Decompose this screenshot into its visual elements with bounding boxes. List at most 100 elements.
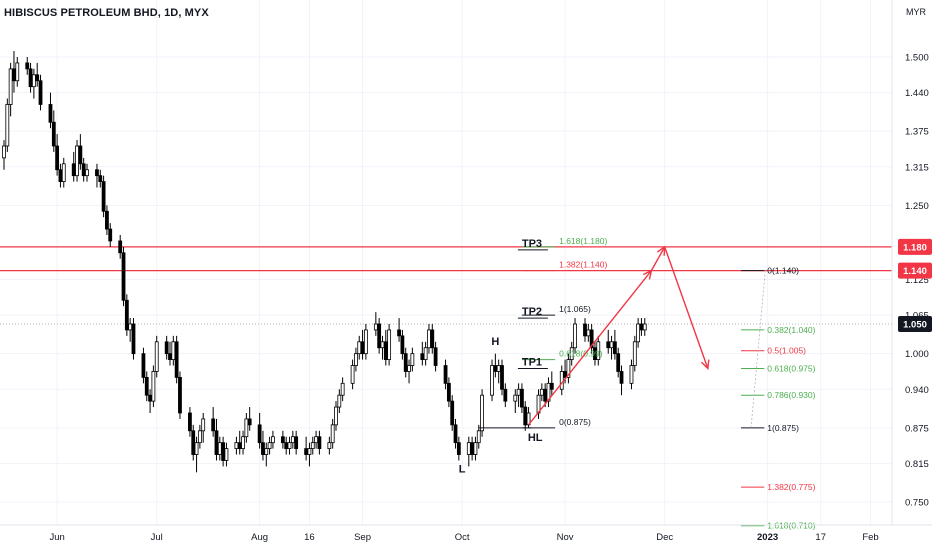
candle-body [15,62,20,82]
candle [108,223,113,247]
candle-body [12,68,16,82]
candle [566,353,571,384]
time-tick-label: Dec [656,532,673,543]
candle-body [174,341,179,378]
candle-body [589,329,594,349]
candle-body [257,424,262,444]
resistance-price-label: 1.180 [903,242,927,253]
candle [211,407,216,437]
candle [397,318,401,342]
candle [500,359,504,396]
fib-left-label: 0.618(0.99) [559,349,603,359]
candle-body [201,418,206,432]
candle [317,430,322,455]
fib-right-label: 0.5(1.005) [767,346,806,356]
candle-body [224,448,229,461]
candle-body [354,353,358,366]
candle-body [340,382,345,396]
axis-layer: 1.5001.4401.3751.3151.2501.1251.0651.000… [0,0,932,543]
candle-body [612,341,617,355]
candle-body [55,145,60,171]
candle-body [466,442,471,455]
pattern-label: HL [528,432,543,444]
candle-body [606,341,611,349]
candle-body [144,376,149,396]
arrow-head-tp-1180 [656,245,666,256]
candle-body [168,353,172,360]
fib-right-label: 1.382(0.775) [767,482,815,492]
candle [188,407,192,437]
candle-body [566,359,571,378]
candle [101,175,106,218]
candle-body [453,424,458,444]
candle [121,246,126,307]
candle-body [211,418,216,432]
candle-body [559,371,564,390]
candle [350,359,355,390]
candle [35,62,40,87]
candle-body [81,163,86,177]
candle-body [616,353,621,372]
candle-body [619,371,624,384]
candle [2,140,6,170]
candle [280,430,285,449]
candle-body [280,436,285,444]
candle-body [500,365,504,390]
candle [141,347,146,384]
candle [287,436,292,455]
candle-body [75,145,79,177]
candle [294,430,299,455]
candle-body [191,430,196,455]
candle [271,430,275,449]
price-tick-label: 0.815 [905,459,929,470]
fib-left-label: 0(0.875) [559,417,591,427]
candle-body [217,442,222,455]
candle-body [28,68,33,88]
candle-body [25,62,30,70]
candle-body [294,436,299,450]
candle-body [423,347,428,361]
fib-right-label: 1(0.875) [767,423,799,433]
candle [330,418,335,449]
candle-body [247,418,252,426]
candle [503,383,508,408]
candle-body [58,169,63,183]
candle [264,442,269,467]
candle-body [178,376,182,414]
candle-body [244,418,249,438]
time-tick-label: Jun [49,532,64,543]
candle-body [271,436,275,444]
candle [456,436,461,461]
candle-body [407,365,411,372]
candle-body [632,341,637,366]
candle-body [609,341,614,349]
candle-body [290,436,295,444]
candle [25,57,30,75]
candle [354,347,358,372]
candle-body [151,371,156,402]
candle-body [284,442,289,449]
candle-body [397,329,401,337]
candle [61,157,66,188]
candle-body [261,442,265,455]
projection-arrow-segment [528,270,652,426]
candle [105,205,109,235]
candle [337,389,342,413]
candle-body [569,347,574,361]
fib-left-label: 1.618(1.180) [559,236,607,246]
price-tick-label: 1.250 [905,201,929,212]
time-tick-label: Jul [151,532,163,543]
candle-body [490,365,494,396]
time-tick-label: 2023 [757,532,778,543]
candle [629,359,634,390]
candle-body [380,341,385,349]
candle [430,324,435,354]
last-price-badge [898,316,932,332]
candle [596,335,601,366]
candle [178,371,182,419]
candle-body [539,388,544,396]
candle [520,383,524,413]
candle [569,341,574,366]
